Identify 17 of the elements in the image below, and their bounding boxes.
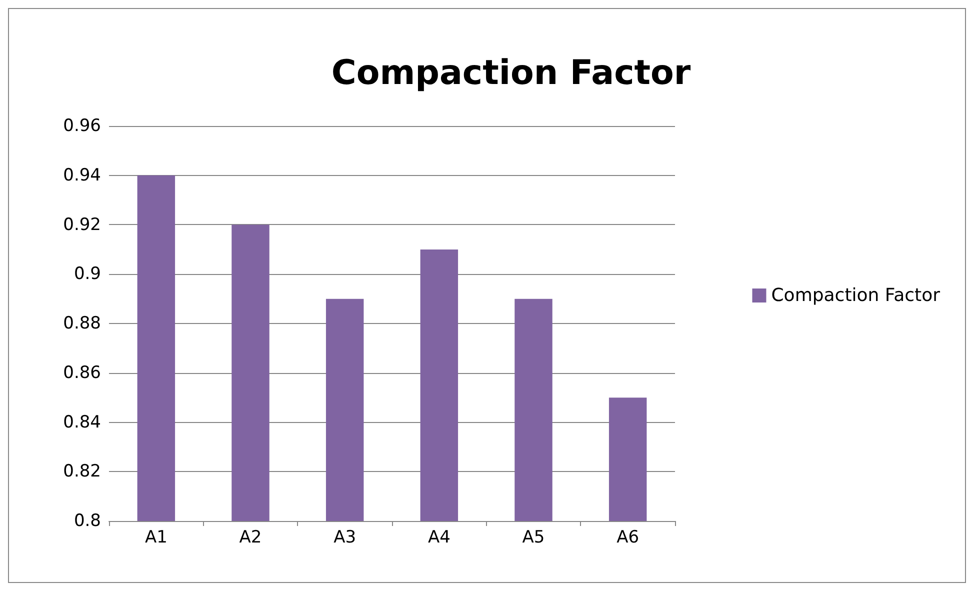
x-tick-label: A6	[616, 528, 640, 548]
legend-label: Compaction Factor	[771, 285, 941, 306]
y-tick-label: 0.82	[63, 462, 101, 482]
x-tick-label: A1	[144, 528, 168, 548]
x-tick-label: A2	[239, 528, 262, 548]
y-tick-label: 0.92	[63, 214, 101, 235]
y-tick-label: 0.86	[63, 362, 101, 383]
x-tick-label: A3	[334, 528, 356, 548]
y-tick-label: 0.94	[63, 165, 101, 186]
y-tick-label: 0.8	[74, 511, 101, 531]
y-tick-label: 0.9	[74, 264, 101, 284]
chart-title: Compaction Factor	[331, 53, 691, 93]
y-tick-label: 0.84	[63, 412, 101, 432]
x-tick-label: A5	[522, 528, 545, 548]
x-tick-label: A4	[428, 528, 450, 548]
y-tick-label: 0.96	[63, 116, 101, 136]
y-tick-label: 0.88	[63, 314, 101, 334]
